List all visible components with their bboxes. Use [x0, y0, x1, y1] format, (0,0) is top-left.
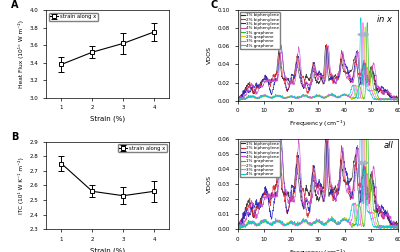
Legend: strain along x: strain along x [49, 13, 98, 21]
Text: all: all [383, 141, 393, 150]
Legend: 1% biphenylene, 2% biphenylene, 3% biphenylene, 4% biphenylene, 1% graphene, 2% : 1% biphenylene, 2% biphenylene, 3% biphe… [240, 141, 280, 177]
X-axis label: Strain (%): Strain (%) [90, 247, 125, 252]
Text: in $x$: in $x$ [376, 13, 393, 24]
Text: A: A [12, 0, 19, 10]
Text: C: C [210, 0, 218, 10]
Text: B: B [12, 132, 19, 142]
Y-axis label: ITC (10¹ W K⁻¹ m⁻²): ITC (10¹ W K⁻¹ m⁻²) [18, 157, 24, 214]
X-axis label: Strain (%): Strain (%) [90, 116, 125, 122]
Legend: strain along x: strain along x [118, 144, 167, 152]
X-axis label: Frequency (cm$^{-1}$): Frequency (cm$^{-1}$) [289, 247, 346, 252]
Legend: 1% biphenylene, 2% biphenylene, 3% biphenylene, 4% biphenylene, 1% graphene, 2% : 1% biphenylene, 2% biphenylene, 3% biphe… [240, 12, 280, 49]
Y-axis label: VDOS: VDOS [207, 175, 212, 193]
Y-axis label: VDOS: VDOS [207, 46, 212, 64]
X-axis label: Frequency (cm$^{-1}$): Frequency (cm$^{-1}$) [289, 119, 346, 129]
Y-axis label: Heat Flux (10¹° W m⁻²): Heat Flux (10¹° W m⁻²) [18, 20, 24, 88]
